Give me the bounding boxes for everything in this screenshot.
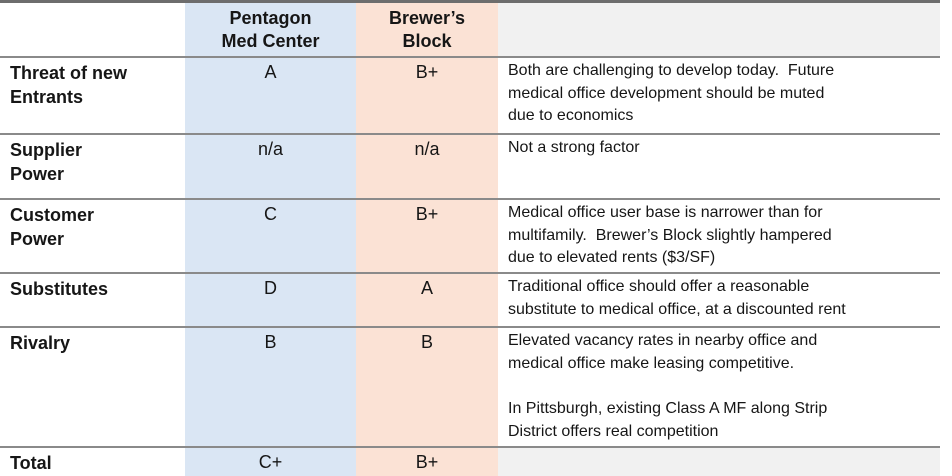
pentagon-grade-cell: B [185, 328, 356, 447]
factor-cell: Total [10, 453, 52, 474]
brewers-grade-cell: B+ [356, 58, 498, 133]
brewers-grade-cell: B+ [356, 200, 498, 273]
brewers-grade-cell: A [356, 274, 498, 327]
comment-column-header [498, 3, 940, 56]
table-row-supplier-power: Supplier Power n/a n/a Not a strong fact… [0, 133, 940, 198]
factor-cell: Rivalry [10, 333, 71, 354]
factor-cell: Substitutes [10, 279, 109, 300]
comment-cell: Not a strong factor [508, 139, 640, 156]
pentagon-grade-cell: C+ [185, 448, 356, 476]
factor-cell: Supplier Power [10, 140, 83, 185]
table-row-rivalry: Rivalry B B Elevated vacancy rates in ne… [0, 326, 940, 447]
pentagon-med-center-header: Pentagon Med Center [185, 3, 356, 56]
factor-column-header [0, 3, 185, 56]
comment-cell [498, 448, 940, 476]
comment-cell: Medical office user base is narrower tha… [508, 204, 832, 267]
factor-cell: Threat of new Entrants [10, 63, 128, 108]
table-row-threat-of-new-entrants: Threat of new Entrants A B+ Both are cha… [0, 56, 940, 133]
comment-cell: Elevated vacancy rates in nearby office … [508, 332, 828, 441]
table-row-substitutes: Substitutes D A Traditional office shoul… [0, 272, 940, 327]
factor-cell: Customer Power [10, 205, 95, 250]
brewers-grade-cell: B+ [356, 448, 498, 476]
pentagon-grade-cell: n/a [185, 135, 356, 198]
table-row-total: Total C+ B+ [0, 446, 940, 476]
brewers-block-header: Brewer’s Block [356, 3, 498, 56]
pentagon-grade-cell: D [185, 274, 356, 327]
table-row-customer-power: Customer Power C B+ Medical office user … [0, 198, 940, 273]
brewers-grade-cell: n/a [356, 135, 498, 198]
pentagon-grade-cell: C [185, 200, 356, 273]
comment-cell: Both are challenging to develop today. F… [508, 62, 835, 125]
pentagon-grade-cell: A [185, 58, 356, 133]
brewers-grade-cell: B [356, 328, 498, 447]
header-row: Pentagon Med Center Brewer’s Block [0, 3, 940, 56]
comment-cell: Traditional office should offer a reason… [508, 278, 846, 318]
